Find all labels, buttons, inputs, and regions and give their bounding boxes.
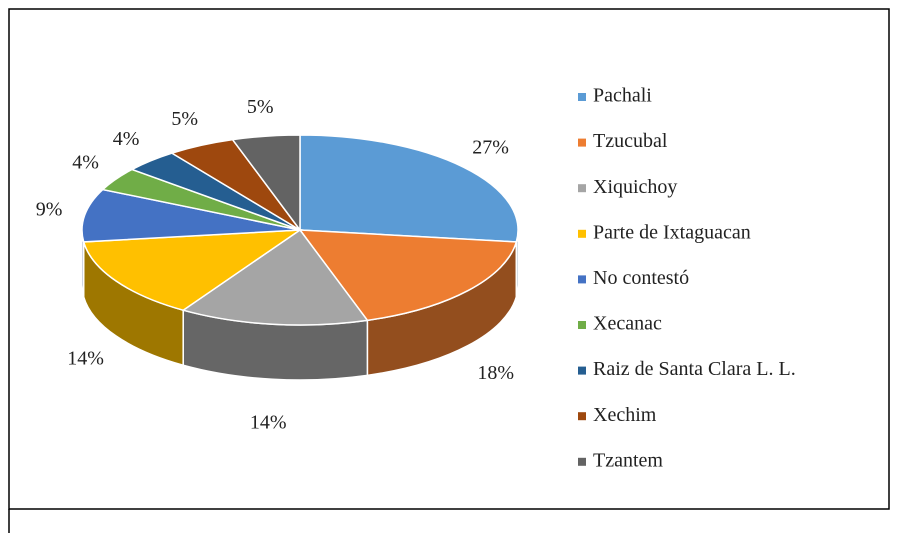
legend-swatch: [578, 138, 586, 147]
chart-border: [8, 8, 890, 510]
data-label: 5%: [171, 108, 198, 130]
legend-swatch: [578, 229, 586, 238]
legend-swatch: [578, 184, 586, 193]
slice: [82, 229, 303, 312]
data-label: 4%: [72, 152, 99, 174]
slice: [298, 229, 518, 322]
legend-swatch: [578, 457, 586, 466]
data-label: 14%: [250, 411, 287, 433]
slice: [81, 188, 301, 243]
legend-label: Pachali: [593, 85, 652, 107]
legend-label: Xechim: [593, 404, 657, 426]
legend-swatch: [578, 321, 586, 329]
legend-label: Xecanac: [593, 313, 662, 335]
legend-label: No contestó: [593, 267, 689, 289]
legend-swatch: [578, 412, 586, 421]
legend-label: Xiquichoy: [593, 176, 677, 198]
data-label: 14%: [67, 348, 104, 370]
legend-label: Tzantem: [593, 449, 663, 471]
legend-swatch: [578, 275, 586, 284]
data-label: 9%: [36, 198, 63, 220]
data-label: 18%: [477, 362, 514, 384]
slice: [181, 228, 369, 326]
data-label: 5%: [247, 96, 274, 118]
legend-swatch: [578, 93, 586, 101]
legend-label: Parte de Ixtaguacan: [593, 221, 751, 243]
legend-label: Tzucubal: [593, 130, 668, 152]
data-label: 4%: [113, 128, 140, 150]
slice: [299, 134, 519, 243]
legend-label: Raiz de Santa Clara L. L.: [593, 358, 796, 380]
slice: [231, 134, 301, 233]
legend-swatch: [578, 366, 586, 375]
data-label: 27%: [472, 136, 509, 158]
